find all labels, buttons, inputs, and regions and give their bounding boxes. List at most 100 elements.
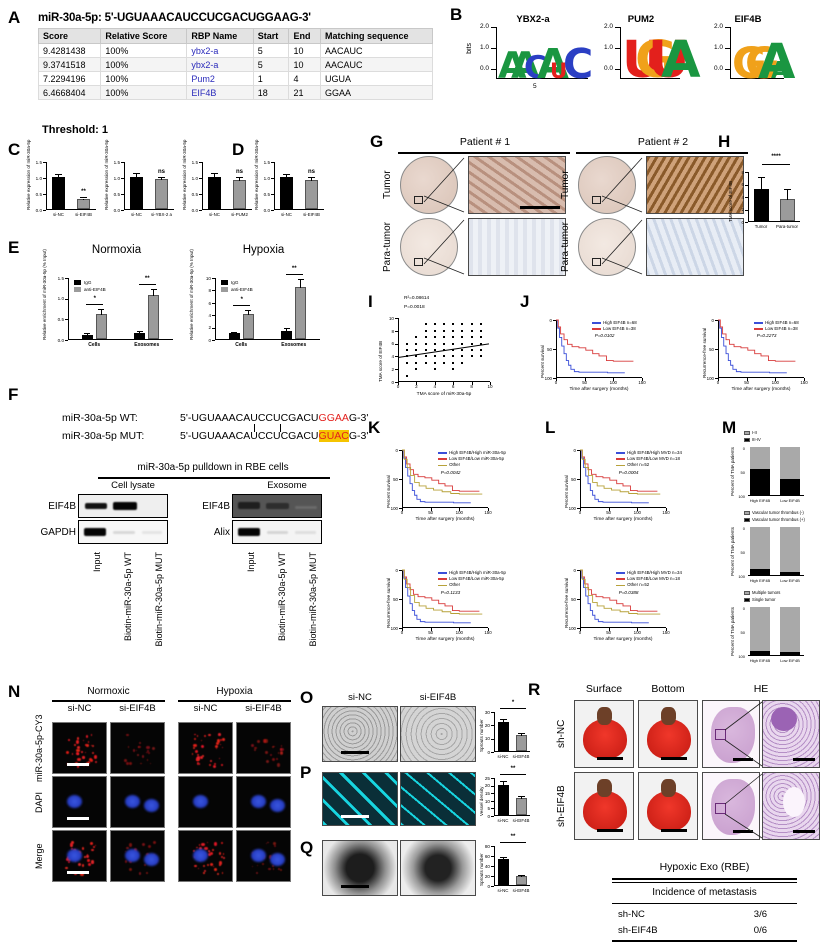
significance-marker: ** — [500, 834, 526, 840]
p-value-label: P=0.0102 — [595, 333, 615, 338]
scatter-point — [461, 362, 463, 364]
sequence-row: miR-30a-5p MUT: 5'-UGUAAACAUCCUCGACUGUACG… — [62, 430, 368, 442]
y-tick-label: 50 — [393, 597, 398, 602]
legend-swatch — [221, 280, 228, 285]
scatter-point — [406, 343, 408, 345]
panel-c-chart-2: 1.5 1.0 0.5 0.0 si-NC si-PUM2 ns Relative expre… — [202, 162, 252, 210]
p-value-label: P=0.1133 — [441, 590, 460, 595]
fluorescence-image — [236, 722, 291, 774]
y-tick-label: 10 — [389, 316, 394, 321]
western-blot — [232, 520, 322, 544]
col-rbp-name: RBP Name — [187, 29, 253, 44]
y-tick — [65, 278, 68, 279]
column-label: si-NC — [178, 703, 233, 714]
logo-letter: C — [563, 50, 576, 79]
x-tick-label: si-PUM2 — [218, 212, 262, 217]
patient-underline — [398, 152, 570, 154]
stacked-segment-top — [750, 607, 770, 655]
panel-j-survival-1: 100 50 0 0 50 100 150 High EIF4B n=68 Low EIF4B … — [718, 320, 804, 378]
significance-line — [500, 842, 526, 843]
pulldown-underline — [98, 477, 330, 479]
p-value-label: P=0.2273 — [757, 333, 777, 338]
bar — [243, 314, 254, 339]
y-tick — [199, 178, 202, 179]
x-tick-label: 0 — [395, 510, 409, 515]
legend-item: Other — [438, 462, 460, 467]
significance-marker: ** — [77, 189, 91, 195]
fluorescence-image — [52, 830, 107, 882]
logo-ytick-label: 0.0 — [599, 65, 613, 72]
assay-image-p — [322, 772, 398, 826]
y-tick — [65, 319, 68, 320]
panel-d-chart: 1.5 1.0 0.5 0.0 si-NC si-EIF4B ns Relative expr… — [274, 162, 324, 210]
col-matching-sequence: Matching sequence — [320, 29, 432, 44]
y-tick — [745, 185, 748, 186]
error-bar — [87, 334, 88, 336]
logo-letter: A — [511, 53, 524, 79]
scatter-point — [434, 323, 436, 325]
y-tick-label: 100 — [738, 574, 745, 579]
logo-letter-stack: GGAA — [732, 45, 784, 79]
table-row: 6.4668404 100% EIF4B 18 21 GGAA — [39, 86, 433, 100]
y-axis-label: Recurrence-free survival — [386, 570, 391, 628]
legend-swatch — [744, 431, 750, 435]
logo-column: A — [758, 45, 771, 79]
cell-start: 5 — [253, 44, 289, 58]
panel-letter-o: O — [300, 688, 313, 708]
scatter-point — [415, 349, 417, 351]
y-tick-label: 4 — [741, 195, 744, 200]
logo-column: A — [511, 53, 524, 79]
panel-e-chart-0: 1.5 1.0 0.5 0.0 Normoxia IgG anti-EIF4B * Cells *… — [68, 278, 173, 340]
cell-rbp: Pum2 — [187, 72, 253, 86]
fluorescence-row-label: miR-30a-5p-CY3 — [34, 722, 44, 774]
scale-bar — [67, 817, 89, 820]
x-tick-label: 100 — [606, 380, 620, 385]
cell-end: 10 — [289, 58, 320, 72]
scale-bar — [67, 871, 89, 874]
condition-title: Normoxic — [52, 686, 165, 697]
legend-swatch — [744, 591, 750, 595]
blot-lane-label: Input — [246, 552, 256, 572]
assay-image-o — [400, 706, 476, 762]
blot-band — [295, 531, 316, 534]
x-tick-label: 4 — [429, 384, 441, 389]
legend-label: Other n=52 — [627, 462, 649, 467]
logo-ytick — [615, 27, 620, 28]
panel-letter-m: M — [722, 418, 736, 438]
legend-label: Other n=52 — [627, 582, 649, 587]
scatter-point — [471, 323, 473, 325]
logo-title: PUM2 — [602, 14, 680, 25]
column-label: HE — [702, 683, 820, 695]
logo-ytick — [615, 48, 620, 49]
treatment-row-label: sh-EIF4B — [556, 772, 567, 840]
significance-line — [500, 708, 526, 709]
column-label: si-NC — [52, 703, 107, 714]
panel-p-chart: 25 20 15 10 5 0 si-NC si-EIF4B Vessel density — [494, 778, 530, 816]
scatter-point — [452, 330, 454, 332]
ihc-row-label: Tumor — [560, 156, 571, 214]
scatter-point — [452, 355, 454, 357]
logo-column: G — [732, 49, 745, 79]
logo-ytick-label: 0.0 — [475, 65, 489, 72]
fluorescence-row-label: DAPI — [34, 776, 44, 828]
x-tick-label: 100 — [452, 510, 466, 515]
x-tick-label: 150 — [659, 510, 673, 515]
scatter-point — [452, 362, 454, 364]
table-row: 7.2294196 100% Pum2 1 4 UGUA — [39, 72, 433, 86]
y-tick-label: 0.5 — [58, 317, 64, 322]
blot-row-label: Alix — [186, 527, 230, 538]
lung-photo — [638, 700, 698, 768]
y-tick — [199, 162, 202, 163]
error-bar — [503, 782, 504, 785]
y-axis-label: Relative expression of miR-30a-5p — [254, 162, 259, 210]
x-tick-label: Low EIF4B — [774, 498, 806, 503]
legend-swatch — [744, 518, 750, 522]
logo-column: A — [771, 63, 784, 79]
fluorescence-image — [110, 830, 165, 882]
y-axis-label: Sprouts number — [479, 712, 484, 752]
error-bar — [761, 178, 762, 191]
panel-k-survival-0: 100 50 0 0 50 100 150 High EIF4B/High miR-30a-5… — [402, 450, 488, 508]
scatter-point — [434, 343, 436, 345]
panel-q-chart: 80 60 40 20 0 si-NC si-EIF4B Sprouts number — [494, 846, 530, 886]
error-bar — [521, 797, 522, 799]
